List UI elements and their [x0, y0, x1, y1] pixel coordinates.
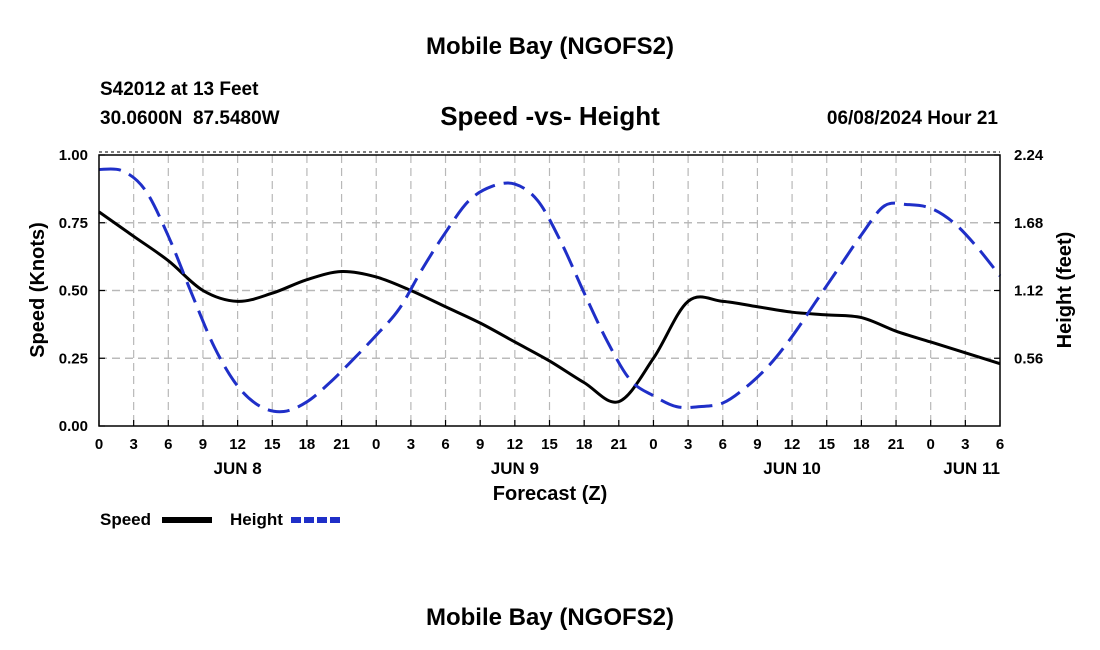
y2-tick-label: 2.24	[1014, 147, 1044, 164]
x-axis-label: Forecast (Z)	[493, 483, 607, 505]
x-tick-label: 9	[476, 436, 484, 453]
x-tick-label: 0	[649, 436, 657, 453]
y2-axis-label: Height (feet)	[1054, 232, 1076, 349]
axis-layer: 0 3 6 9 12 15 18 21 0 3 6 9 12 15 18 21 0 3 6 9 12 15 18 21 0 3 6 0…	[59, 147, 1044, 478]
grid-layer	[99, 155, 1000, 426]
x-tick-label: 9	[753, 436, 761, 453]
x-tick-label: 6	[719, 436, 727, 453]
x-tick-label: 21	[888, 436, 905, 453]
footer-title: Mobile Bay (NGOFS2)	[426, 604, 674, 631]
x-tick-label: 21	[610, 436, 627, 453]
y-axis-label: Speed (Knots)	[27, 222, 49, 358]
x-day-label: JUN 10	[763, 459, 821, 478]
x-day-label: JUN 11	[943, 459, 1000, 478]
x-tick-label: 18	[576, 436, 593, 453]
x-tick-label: 21	[333, 436, 350, 453]
y-tick-label: 0.50	[59, 283, 88, 300]
y-tick-label: 0.25	[59, 350, 88, 367]
x-tick-label: 18	[299, 436, 316, 453]
x-tick-label: 12	[229, 436, 246, 453]
x-tick-label: 15	[818, 436, 835, 453]
chart-title: Speed -vs- Height	[440, 101, 660, 131]
y-tick-label: 0.75	[59, 215, 88, 232]
series-line-height	[98, 167, 1002, 414]
x-tick-label: 3	[961, 436, 969, 453]
series-layer	[98, 167, 1002, 414]
legend: Speed Height	[100, 510, 342, 529]
y-tick-label: 0.00	[59, 418, 88, 435]
legend-label-height: Height	[230, 510, 283, 529]
x-tick-label: 15	[541, 436, 558, 453]
y2-tick-label: 1.68	[1014, 215, 1043, 232]
y-tick-label: 1.00	[59, 147, 88, 164]
x-tick-label: 9	[199, 436, 207, 453]
forecast-timestamp: 06/08/2024 Hour 21	[827, 108, 999, 129]
x-tick-label: 0	[95, 436, 103, 453]
x-tick-label: 18	[853, 436, 870, 453]
x-tick-label: 6	[996, 436, 1004, 453]
series-line-speed	[98, 210, 1001, 404]
x-tick-label: 15	[264, 436, 281, 453]
x-tick-label: 3	[684, 436, 692, 453]
x-tick-label: 0	[372, 436, 380, 453]
legend-label-speed: Speed	[100, 510, 151, 529]
x-tick-label: 0	[927, 436, 935, 453]
station-label: S42012 at 13 Feet	[100, 79, 259, 100]
x-tick-label: 3	[129, 436, 137, 453]
station-coordinates: 30.0600N 87.5480W	[100, 108, 280, 129]
x-tick-label: 6	[441, 436, 449, 453]
x-tick-label: 6	[164, 436, 172, 453]
x-day-label: JUN 9	[491, 459, 539, 478]
x-tick-label: 3	[407, 436, 415, 453]
x-tick-label: 12	[784, 436, 801, 453]
x-day-label: JUN 8	[214, 459, 262, 478]
y2-tick-label: 1.12	[1014, 283, 1043, 300]
x-tick-label: 12	[507, 436, 524, 453]
page-title: Mobile Bay (NGOFS2)	[426, 33, 674, 60]
y2-tick-label: 0.56	[1014, 350, 1043, 367]
